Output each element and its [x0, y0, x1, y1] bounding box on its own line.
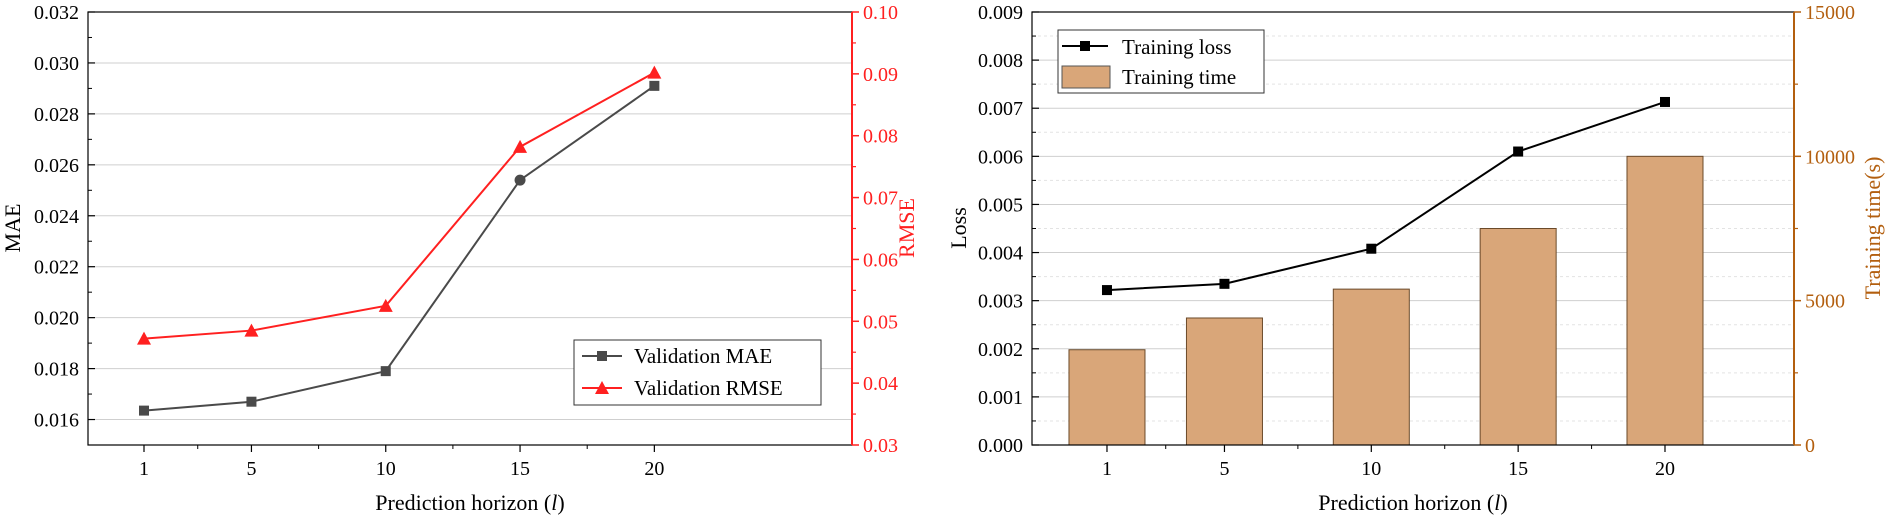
y-tick-label: 0.008	[978, 50, 1023, 72]
x-tick-label: 10	[376, 458, 396, 480]
x-axis-ticks: 1 5 10 15 20	[139, 445, 664, 480]
y-tick-label: 0.002	[978, 339, 1023, 361]
right-y-axis-ticks: 0 5000 10000 15000	[1794, 2, 1855, 457]
legend-mae-marker	[597, 351, 607, 361]
bar-1	[1068, 349, 1146, 446]
legend-rmse-label: Validation RMSE	[634, 376, 783, 400]
x-axis-label: Prediction horizon (l)	[375, 490, 564, 515]
grid-lines	[88, 62, 852, 421]
y-tick-label: 0.003	[978, 291, 1023, 313]
left-y-axis-ticks: 0.000 0.001 0.002 0.003 0.004 0.005 0.006 0.007…	[978, 2, 1039, 457]
series-group	[137, 65, 662, 416]
y-tick-label: 0.030	[34, 53, 79, 75]
right-tick-label: 0.03	[863, 435, 898, 457]
point-square	[1219, 278, 1230, 289]
point-circle	[514, 174, 526, 186]
right-tick-label: 15000	[1805, 2, 1855, 24]
legend-mae-label: Validation MAE	[634, 344, 772, 368]
chart-mae-rmse: 1 5 10 15 20 0.0160.0180.0200.0220.0240.0260…	[0, 2, 919, 515]
bar-10	[1332, 288, 1410, 446]
right-y-axis-ticks: 0.03 0.04 0.05 0.06 0.07 0.08 0.09 0.10	[852, 2, 898, 457]
x-axis-ticks: 1 5 10 15 20	[1102, 445, 1675, 480]
point-square	[649, 80, 660, 91]
y-tick-label: 0.000	[978, 435, 1023, 457]
right-tick-label: 10000	[1805, 146, 1855, 168]
x-tick-label: 5	[1219, 458, 1229, 480]
chart-loss-time: 1 5 10 15 20 0.0000.0010.0020.0030.0040.0050…	[946, 2, 1885, 515]
y-axis-label-left: Loss	[946, 207, 971, 249]
y-tick-label: 0.009	[978, 2, 1023, 24]
x-tick-label: 1	[139, 458, 149, 480]
x-tick-label: 5	[246, 458, 256, 480]
x-tick-label: 1	[1102, 458, 1112, 480]
legend-rmse-marker	[595, 381, 609, 394]
right-tick-label: 0.05	[863, 311, 898, 333]
legend-box	[573, 339, 822, 406]
right-tick-label: 0	[1805, 435, 1815, 457]
point-triangle	[244, 323, 259, 337]
right-tick-label: 5000	[1805, 291, 1845, 313]
point-square	[246, 396, 257, 407]
right-tick-label: 0.07	[863, 188, 898, 210]
point-triangle	[378, 298, 393, 312]
y-tick-label: 0.022	[34, 257, 79, 279]
y-tick-label: 0.005	[978, 194, 1023, 216]
y-tick-label: 0.032	[34, 2, 79, 24]
x-tick-label: 15	[1508, 458, 1528, 480]
point-square	[1513, 146, 1524, 157]
right-tick-label: 0.06	[863, 249, 898, 271]
series-line-training-loss	[1106, 101, 1666, 292]
right-tick-label: 0.04	[863, 373, 898, 395]
y-tick-label: 0.006	[978, 146, 1023, 168]
point-square	[1366, 243, 1377, 254]
legend-loss-marker	[1080, 41, 1090, 51]
bar-5	[1185, 317, 1263, 446]
legend-loss-label: Training loss	[1122, 35, 1232, 59]
x-tick-label: 10	[1361, 458, 1381, 480]
y-tick-label: 0.028	[34, 104, 79, 126]
left-y-axis-ticks: 0.016 0.018 0.020 0.022 0.024 0.026 0.028 0.030…	[34, 2, 95, 432]
right-tick-label: 0.08	[863, 126, 898, 148]
point-triangle	[647, 65, 662, 79]
y-axis-label-right: Training time(s)	[1860, 157, 1885, 300]
legend-time-swatch	[1061, 65, 1111, 89]
legend: Validation MAE Validation RMSE	[573, 339, 822, 406]
y-tick-label: 0.026	[34, 155, 79, 177]
y-tick-label: 0.024	[34, 206, 79, 228]
y-axis-label-left: MAE	[0, 204, 25, 253]
point-square	[139, 405, 150, 416]
y-tick-label: 0.016	[34, 410, 79, 432]
x-tick-label: 20	[1655, 458, 1675, 480]
legend: Training loss Training time	[1057, 29, 1265, 94]
y-tick-label: 0.004	[978, 243, 1023, 265]
x-axis-label: Prediction horizon (l)	[1318, 490, 1507, 515]
bar-20	[1626, 155, 1704, 446]
x-tick-label: 20	[644, 458, 664, 480]
point-triangle	[513, 139, 528, 153]
x-tick-label: 15	[510, 458, 530, 480]
right-tick-label: 0.10	[863, 2, 898, 24]
y-tick-label: 0.007	[978, 98, 1023, 120]
legend-time-label: Training time	[1122, 65, 1236, 89]
point-square	[1659, 96, 1670, 107]
point-square	[1101, 285, 1112, 296]
bar-series-group	[1068, 155, 1704, 446]
bar-15	[1479, 228, 1557, 446]
y-tick-label: 0.018	[34, 359, 79, 381]
y-tick-label: 0.020	[34, 308, 79, 330]
point-square	[380, 366, 391, 377]
series-line-validation-rmse	[143, 71, 655, 340]
y-axis-label-right: RMSE	[894, 198, 919, 258]
right-tick-label: 0.09	[863, 64, 898, 86]
y-tick-label: 0.001	[978, 387, 1023, 409]
point-triangle	[137, 331, 152, 345]
line-series-group	[1101, 96, 1670, 296]
